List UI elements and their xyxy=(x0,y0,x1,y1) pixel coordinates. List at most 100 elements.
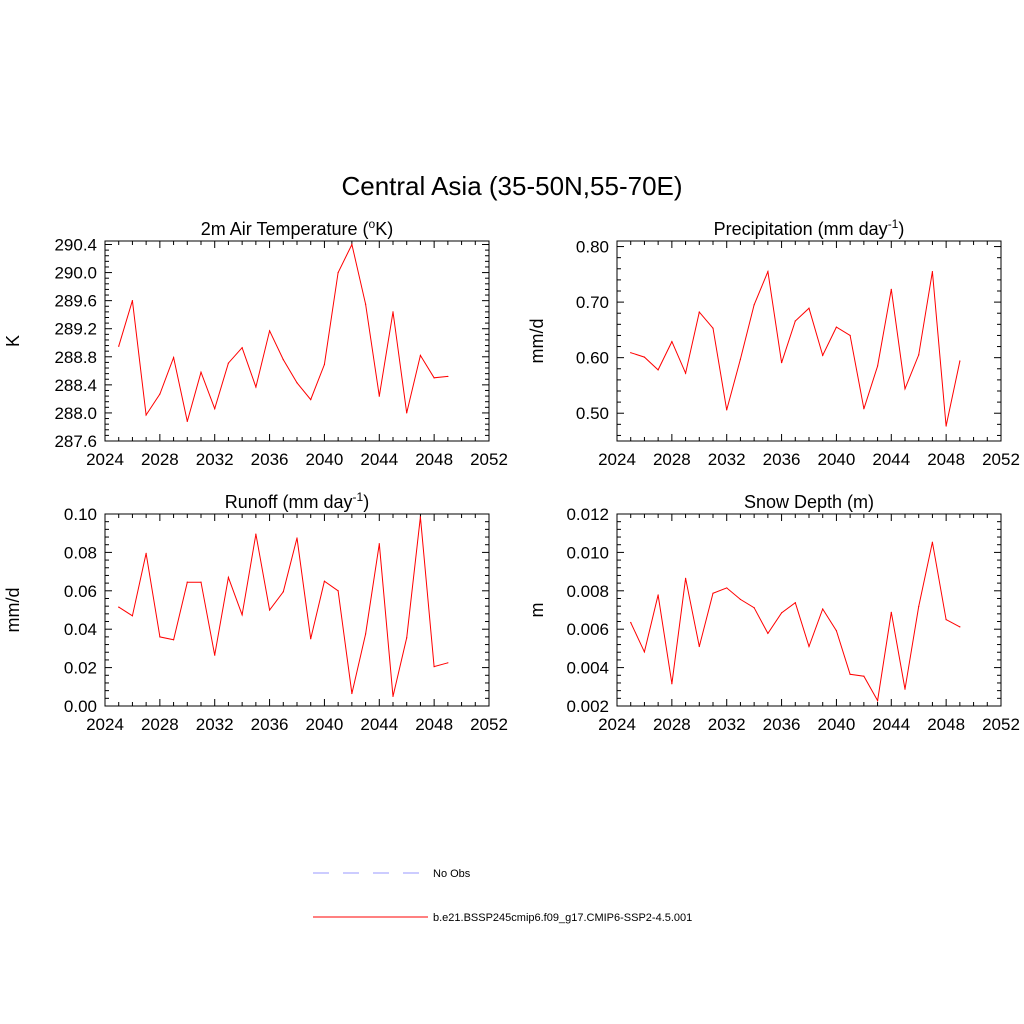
panel-title-end: ) xyxy=(898,219,904,239)
panel-title-end: K) xyxy=(375,219,393,239)
x-tick-label: 2036 xyxy=(251,715,289,734)
data-point xyxy=(904,388,906,390)
y-tick-label: 0.00 xyxy=(64,697,97,716)
x-tick-label: 2036 xyxy=(763,450,801,469)
data-point xyxy=(767,632,769,635)
data-point xyxy=(945,619,947,621)
y-tick-label: 289.2 xyxy=(54,320,97,339)
y-tick-label: 0.60 xyxy=(576,349,609,368)
data-point xyxy=(945,425,947,427)
data-point xyxy=(643,651,646,653)
y-tick-label: 0.80 xyxy=(576,238,609,257)
data-point xyxy=(282,358,284,361)
data-point xyxy=(835,326,838,328)
x-tick-label: 2028 xyxy=(141,715,179,734)
y-axis-label: mm/d xyxy=(3,588,23,633)
data-point xyxy=(159,636,161,638)
data-point xyxy=(364,303,367,305)
data-point xyxy=(780,362,783,364)
data-point xyxy=(268,609,271,611)
data-point xyxy=(671,683,673,685)
data-point xyxy=(419,354,422,356)
y-tick-label: 288.4 xyxy=(54,376,97,395)
y-tick-label: 0.012 xyxy=(566,505,609,524)
x-tick-label: 2040 xyxy=(818,715,856,734)
legend-label-model: b.e21.BSSP245cmip6.f09_g17.CMIP6-SSP2-4.… xyxy=(433,912,692,924)
data-point xyxy=(876,700,879,702)
data-point xyxy=(351,243,353,246)
data-point xyxy=(200,581,202,583)
data-point xyxy=(712,327,714,329)
x-tick-label: 2048 xyxy=(415,715,453,734)
y-tick-label: 0.008 xyxy=(566,582,609,601)
data-point xyxy=(657,369,659,371)
x-tick-label: 2040 xyxy=(818,450,856,469)
data-point xyxy=(698,311,700,313)
data-point xyxy=(337,590,339,592)
y-axis-label: m xyxy=(527,603,547,618)
data-point xyxy=(630,352,632,354)
panel-title-snow-depth: Snow Depth (m) xyxy=(744,492,874,512)
y-tick-label: 0.004 xyxy=(566,659,609,678)
panel-title-superscript: o xyxy=(369,217,376,231)
data-point xyxy=(268,330,271,332)
data-point xyxy=(822,608,824,610)
plot-frame-snow-depth xyxy=(616,513,1002,707)
x-tick-label: 2036 xyxy=(763,715,801,734)
data-point xyxy=(726,409,728,411)
panel-snow-depth: Snow Depth (m) 2024 2028 2032 2036 2040 2044 20… xyxy=(527,492,1020,734)
data-point xyxy=(657,594,659,596)
y-tick-label: 288.8 xyxy=(54,348,97,367)
y-tick-label: 0.006 xyxy=(566,620,609,639)
data-point xyxy=(118,606,120,608)
panel-title-superscript: -1 xyxy=(353,490,364,504)
data-point xyxy=(406,412,408,414)
x-tick-label: 2036 xyxy=(251,450,289,469)
data-point xyxy=(419,516,422,518)
y-axis-label: mm/d xyxy=(527,319,547,364)
data-point xyxy=(378,543,380,545)
data-point xyxy=(876,365,879,367)
data-point xyxy=(890,611,892,613)
series-line-runoff xyxy=(118,516,449,697)
data-point xyxy=(447,662,449,664)
data-point xyxy=(931,541,934,543)
data-point xyxy=(145,552,147,554)
y-tick-label: 0.10 xyxy=(64,505,97,524)
data-point xyxy=(835,630,838,632)
data-point xyxy=(780,612,783,614)
data-point xyxy=(145,414,147,416)
panels: 2m Air Temperature (oK)2024 2028 2032 2036 2… xyxy=(3,217,1020,734)
data-point xyxy=(186,420,188,422)
data-point xyxy=(323,580,326,582)
data-point xyxy=(904,688,906,690)
data-point xyxy=(255,533,257,535)
data-point xyxy=(214,408,216,410)
panel-precipitation: Precipitation (mm day-1) 2024 2028 2032 2036… xyxy=(527,217,1020,469)
data-point xyxy=(643,356,646,358)
data-point xyxy=(392,311,394,313)
x-tick-label: 2052 xyxy=(470,450,508,469)
data-point xyxy=(323,363,326,366)
x-tick-label: 2032 xyxy=(196,715,234,734)
x-tick-label: 2024 xyxy=(86,715,124,734)
data-point xyxy=(931,270,934,273)
x-tick-label: 2052 xyxy=(982,450,1020,469)
data-point xyxy=(753,304,755,306)
data-point xyxy=(214,654,216,656)
data-point xyxy=(255,386,257,388)
data-point xyxy=(630,621,632,624)
x-tick-label: 2040 xyxy=(306,715,344,734)
panel-runoff: Runoff (mm day-1) 2024 2028 2032 2036 2040 204… xyxy=(3,490,508,734)
main-title: Central Asia (35-50N,55-70E) xyxy=(341,171,682,201)
legend-label-no-obs: No Obs xyxy=(433,868,471,880)
data-point xyxy=(241,347,243,349)
data-point xyxy=(808,307,810,309)
data-point xyxy=(364,633,367,635)
data-point xyxy=(918,354,920,356)
data-point xyxy=(433,666,435,668)
data-point xyxy=(918,605,920,608)
x-tick-label: 2032 xyxy=(708,450,746,469)
data-point xyxy=(172,639,175,641)
